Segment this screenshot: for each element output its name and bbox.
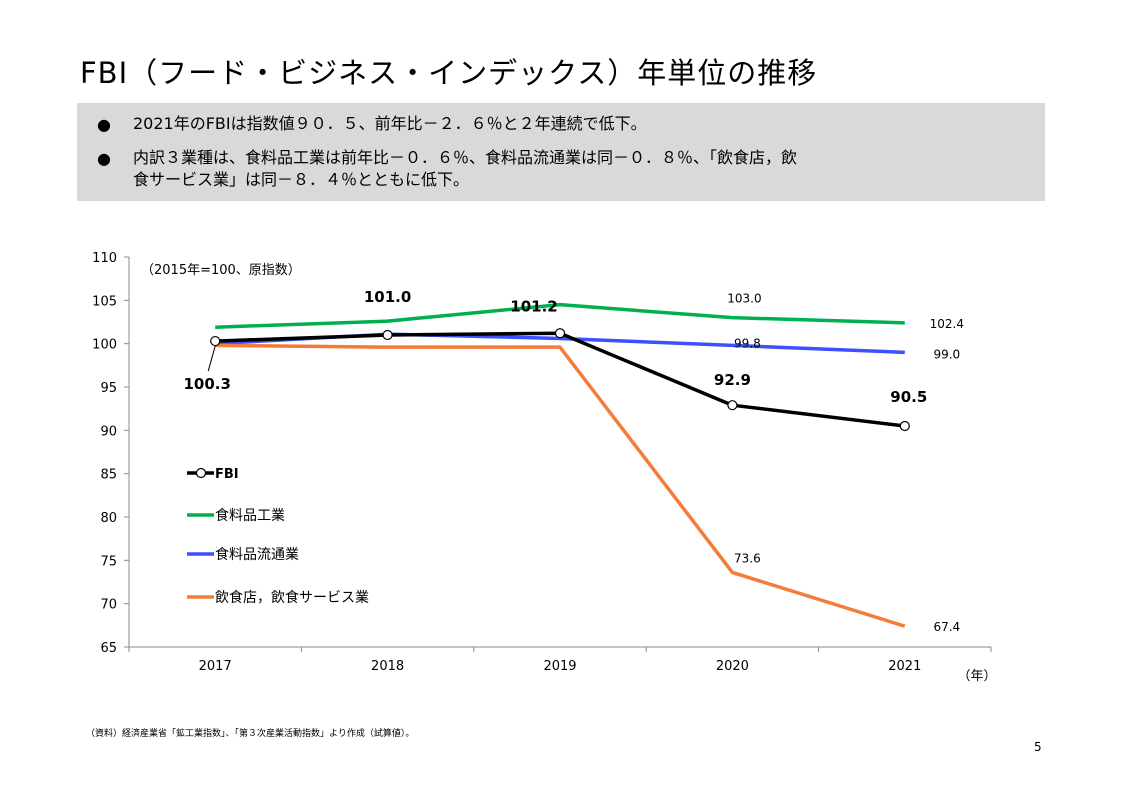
series-data-label: 103.0 [727,292,761,306]
fbi-point [554,328,566,339]
series-data-label: 99.0 [933,347,960,361]
summary-box: ● 2021年のFBIは指数値９０．５、前年比－２．６％と２年連続で低下。 ● … [77,103,1045,201]
legend-label: FBI [215,467,239,482]
legend-label: 食料品工業 [215,507,285,524]
fbi-data-label: 101.0 [364,288,411,306]
fbi-data-label: 101.2 [510,297,557,315]
y-tick-label: 80 [100,511,117,526]
y-tick-label: 70 [100,598,117,613]
series-data-label: 67.4 [933,620,960,634]
source-note: （資料）経済産業省「鉱工業指数」、「第３次産業活動指数」より作成（試算値）。 [86,729,415,739]
series-data-label: 102.4 [930,317,964,331]
bullet-icon: ● [97,149,111,168]
x-axis-unit: （年） [957,669,996,684]
y-tick-label: 105 [92,294,117,309]
legend-marker [195,467,207,479]
fbi-point [899,420,910,432]
chart-note: （2015年=100、原指数） [141,263,301,278]
fbi-point [727,400,738,411]
y-tick-label: 65 [100,641,117,656]
y-tick-label: 110 [92,251,117,266]
series-line [215,343,906,628]
bullet-icon: ● [97,115,111,134]
page-number: 5 [1034,740,1042,754]
x-tick-label: 2021 [888,659,921,674]
y-tick-label: 85 [100,468,117,483]
page-title: FBI（フード・ビジネス・インデックス）年単位の推移 [80,56,818,90]
legend-label: 飲食店，飲食サービス業 [215,589,369,606]
summary-line-2a: 内訳３業種は、食料品工業は前年比－０．６％、食料品流通業は同－０．８％、「飲食店… [133,148,798,167]
fbi-point [382,329,393,341]
x-tick-label: 2017 [199,659,232,674]
summary-line-2b: 食サービス業」は同－８．４％とともに低下。 [133,170,470,189]
x-tick-label: 2018 [371,659,404,674]
fbi-data-label: 100.3 [183,375,230,393]
fbi-data-label: 92.9 [714,371,751,389]
x-tick-label: 2020 [716,659,749,674]
fbi-data-label: 90.5 [890,388,927,406]
series-line [215,302,905,329]
series-data-label: 73.6 [734,551,761,565]
y-tick-label: 95 [100,381,117,396]
x-tick-label: 2019 [543,659,576,674]
y-tick-label: 90 [100,424,117,439]
legend-label: 食料品流通業 [215,546,299,563]
series-data-label: 99.8 [734,336,761,350]
y-tick-label: 75 [100,554,117,569]
y-tick-label: 100 [92,338,117,353]
fbi-point [210,335,221,347]
summary-line-1: 2021年のFBIは指数値９０．５、前年比－２．６％と２年連続で低下。 [133,114,647,133]
leader-line [207,345,216,372]
